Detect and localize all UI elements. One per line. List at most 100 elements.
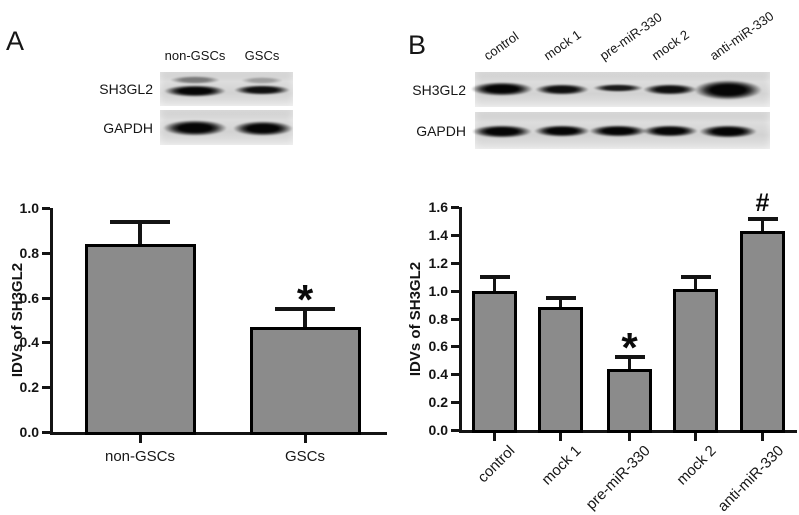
y-axis-tick	[451, 373, 459, 377]
y-axis-title: IDVs of SH3GL2	[407, 261, 424, 376]
y-axis-tick	[451, 401, 459, 405]
error-bar-stem	[694, 279, 697, 292]
error-bar-stem	[303, 311, 307, 329]
y-axis-tick	[42, 251, 50, 255]
bar	[740, 230, 785, 433]
error-bar-cap	[110, 219, 170, 224]
x-category-label: anti-miR-330	[714, 442, 787, 515]
y-tick-label: 0.8	[428, 310, 448, 327]
error-bar-stem	[493, 279, 496, 293]
panel-a-letter: A	[6, 26, 25, 56]
protein-band	[642, 125, 698, 137]
error-bar-stem	[138, 223, 142, 246]
significance-asterisk: *	[621, 323, 638, 371]
y-axis-tick	[42, 207, 50, 210]
y-tick-label: 0.8	[19, 244, 39, 261]
x-axis-tick	[138, 435, 142, 443]
y-axis-tick	[42, 386, 50, 390]
blot-row-label: SH3GL2	[99, 81, 153, 97]
y-tick-label: 0.6	[428, 338, 448, 355]
protein-band	[589, 125, 647, 137]
x-axis-tick	[559, 433, 562, 441]
blot-row-label: GAPDH	[103, 119, 153, 136]
bar	[673, 289, 718, 433]
blot-lane-label: non-GSCs	[164, 48, 226, 63]
x-axis-tick	[761, 433, 764, 441]
x-category-label: GSCs	[284, 448, 325, 465]
error-bar-cap	[479, 275, 510, 280]
x-axis-line	[50, 432, 387, 435]
bar	[472, 290, 517, 433]
y-tick-label: 0.2	[428, 394, 448, 411]
significance-hash: #	[755, 188, 770, 217]
bar	[538, 307, 583, 433]
protein-band	[643, 83, 697, 95]
protein-band	[534, 125, 590, 137]
x-category-label: mock 1	[538, 442, 585, 489]
x-axis-tick	[694, 433, 697, 441]
y-axis-tick	[451, 206, 459, 209]
error-bar-cap	[275, 307, 335, 312]
y-tick-label: 0.4	[19, 334, 39, 351]
y-tick-label: 1.2	[428, 254, 448, 271]
x-category-label: control	[474, 442, 519, 487]
y-tick-label: 0.2	[19, 379, 39, 396]
y-axis-line	[459, 207, 462, 433]
y-axis-line	[50, 208, 53, 435]
error-bar-stem	[559, 300, 562, 310]
x-axis-tick	[493, 433, 496, 441]
y-axis-tick	[451, 261, 459, 265]
error-bar-cap	[680, 275, 711, 280]
bar	[249, 326, 361, 435]
protein-band	[164, 85, 226, 97]
error-bar-cap	[614, 354, 645, 359]
y-axis-tick	[451, 429, 459, 432]
protein-band	[472, 124, 532, 138]
protein-band	[241, 76, 283, 84]
y-tick-label: 0.6	[19, 289, 39, 306]
protein-band	[233, 120, 293, 136]
x-category-label: non-GSCs	[104, 448, 176, 465]
significance-asterisk: *	[296, 276, 314, 324]
error-bar-stem	[761, 220, 764, 233]
protein-band	[535, 83, 589, 95]
x-axis-tick	[628, 433, 631, 441]
blot-row-label: GAPDH	[416, 122, 466, 139]
y-tick-label: 1.6	[428, 199, 448, 215]
y-tick-label: 0.0	[428, 422, 448, 438]
y-tick-label: 1.4	[428, 226, 448, 243]
error-bar-cap	[545, 296, 576, 301]
x-axis-tick	[303, 435, 307, 443]
error-bar-cap	[747, 216, 778, 221]
y-tick-label: 0.4	[428, 366, 448, 383]
y-tick-label: 1.0	[428, 282, 448, 299]
protein-band	[170, 76, 220, 84]
y-tick-label: 1.0	[19, 200, 39, 216]
protein-band	[699, 124, 757, 138]
y-axis-tick	[451, 345, 459, 349]
y-tick-label: 0.0	[19, 424, 39, 440]
bar	[607, 368, 652, 433]
y-axis-tick	[451, 317, 459, 321]
x-category-label: mock 2	[673, 442, 720, 489]
protein-band	[163, 120, 227, 136]
blot-row-label: SH3GL2	[412, 81, 466, 98]
protein-band	[471, 82, 533, 96]
bar	[84, 243, 196, 435]
y-axis-tick	[42, 296, 50, 300]
protein-band	[234, 85, 290, 95]
x-category-label: pre-miR-330	[582, 442, 654, 514]
y-axis-tick	[42, 341, 50, 345]
protein-band	[694, 80, 762, 100]
y-axis-tick	[451, 289, 459, 293]
panel-b-letter: B	[408, 30, 427, 60]
y-axis-tick	[451, 233, 459, 237]
blot-lane-label: GSCs	[244, 48, 280, 63]
error-bar-stem	[628, 358, 631, 371]
y-axis-tick	[42, 431, 50, 434]
